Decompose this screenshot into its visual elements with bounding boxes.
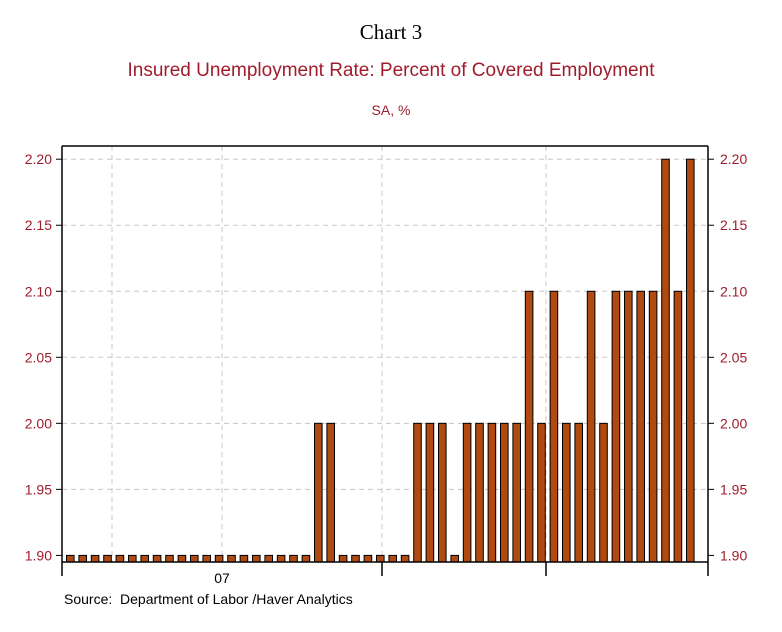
bar xyxy=(438,422,447,563)
bar xyxy=(624,290,633,563)
bar xyxy=(103,554,112,563)
bar xyxy=(599,422,608,563)
y-tick-label-right: 1.90 xyxy=(720,547,747,563)
bar xyxy=(351,554,360,563)
y-tick-label-left: 2.10 xyxy=(25,283,52,299)
bar xyxy=(487,422,497,563)
bar xyxy=(128,554,137,563)
chart-heading: Chart 3 xyxy=(359,20,423,44)
bar xyxy=(462,422,472,563)
bar xyxy=(252,554,261,563)
bar xyxy=(326,422,335,563)
bar xyxy=(562,422,571,563)
chart-title: Insured Unemployment Rate: Percent of Co… xyxy=(127,60,655,81)
bar-layer xyxy=(66,158,695,563)
bar xyxy=(686,158,695,563)
y-tick-label-right: 1.95 xyxy=(720,481,747,497)
bar xyxy=(661,158,670,563)
source-note: Source: Department of Labor /Haver Analy… xyxy=(64,591,353,607)
bar xyxy=(363,554,373,563)
y-tick-label-right: 2.20 xyxy=(720,151,747,167)
axis-layer: 1.90 1.90 1.95 1.95 2.00 2.00 2.05 2.05 2.10 2.10… xyxy=(25,145,747,586)
bar xyxy=(177,554,187,563)
bar xyxy=(673,290,683,563)
bar xyxy=(376,554,385,563)
bar xyxy=(512,422,522,563)
y-tick-label-left: 1.90 xyxy=(25,547,52,563)
bar xyxy=(586,290,596,563)
bar xyxy=(574,422,584,563)
y-tick-label-right: 2.10 xyxy=(720,283,747,299)
bar xyxy=(338,554,348,563)
y-tick-label-left: 2.15 xyxy=(25,217,52,233)
bar xyxy=(500,422,509,563)
y-tick-label-left: 2.20 xyxy=(25,151,52,167)
bar xyxy=(202,554,211,563)
bar xyxy=(450,554,459,563)
bar xyxy=(475,422,484,563)
bar xyxy=(549,290,559,563)
chart-subtitle: SA, % xyxy=(371,102,411,118)
bar xyxy=(400,554,410,563)
grid-layer xyxy=(62,146,708,562)
bar xyxy=(314,422,323,563)
bar xyxy=(289,554,298,563)
bar xyxy=(264,554,273,563)
y-tick-label-right: 2.15 xyxy=(720,217,747,233)
bar xyxy=(214,554,224,563)
bar xyxy=(140,554,149,563)
bar xyxy=(301,554,311,563)
y-tick-label-left: 2.05 xyxy=(25,349,52,365)
bar xyxy=(425,422,435,563)
bar xyxy=(115,554,125,563)
bar xyxy=(66,554,75,563)
bar xyxy=(611,290,621,563)
bar xyxy=(524,290,534,563)
x-tick-label: 07 xyxy=(214,570,230,586)
bar xyxy=(239,554,249,563)
y-tick-label-right: 2.05 xyxy=(720,349,747,365)
y-tick-label-left: 2.00 xyxy=(25,415,52,431)
bar xyxy=(152,554,162,563)
bar xyxy=(388,554,397,563)
bar xyxy=(190,554,199,563)
bar xyxy=(78,554,88,563)
bar xyxy=(636,290,646,563)
bar xyxy=(165,554,174,563)
y-tick-label-right: 2.00 xyxy=(720,415,747,431)
bar xyxy=(537,422,546,563)
bar xyxy=(227,554,236,563)
bar xyxy=(413,422,422,563)
bar xyxy=(276,554,286,563)
bar xyxy=(648,290,658,563)
y-tick-label-left: 1.95 xyxy=(25,481,52,497)
bar xyxy=(90,554,100,563)
